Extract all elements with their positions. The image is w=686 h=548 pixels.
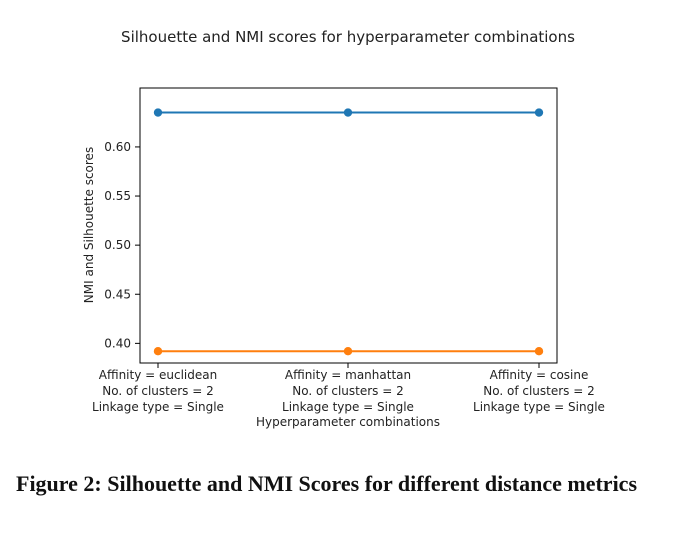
x-tick-label: No. of clusters = 2 bbox=[483, 384, 595, 398]
x-tick-label: Linkage type = Single bbox=[282, 400, 414, 414]
series-2-point bbox=[343, 347, 353, 356]
series-2-point bbox=[153, 347, 163, 356]
x-axis-label: Hyperparameter combinations bbox=[256, 415, 440, 429]
series-2-point bbox=[534, 347, 544, 356]
plot-frame bbox=[139, 87, 558, 364]
x-tick-label: No. of clusters = 2 bbox=[292, 384, 404, 398]
x-tick-label: Affinity = manhattan bbox=[285, 368, 411, 382]
y-axis: 0.40 0.45 0.50 0.55 0.60 bbox=[104, 140, 140, 350]
y-tick-label: 0.45 bbox=[104, 287, 131, 301]
y-tick-label: 0.50 bbox=[104, 238, 131, 252]
figure-caption: Figure 2: Silhouette and NMI Scores for … bbox=[16, 471, 638, 496]
x-tick-label: Linkage type = Single bbox=[473, 400, 605, 414]
y-tick-label: 0.55 bbox=[104, 189, 131, 203]
y-axis-label: NMI and Silhouette scores bbox=[82, 147, 96, 303]
x-tick-label: Linkage type = Single bbox=[92, 400, 224, 414]
series-layer bbox=[153, 108, 544, 356]
x-axis: Affinity = euclidean No. of clusters = 2 L… bbox=[92, 363, 605, 414]
y-tick-label: 0.40 bbox=[104, 336, 131, 350]
y-tick-label: 0.60 bbox=[104, 140, 131, 154]
x-tick-label: Affinity = euclidean bbox=[99, 368, 217, 382]
chart-title: Silhouette and NMI scores for hyperparam… bbox=[121, 28, 575, 46]
series-1-point bbox=[534, 108, 544, 117]
x-tick-label: Affinity = cosine bbox=[490, 368, 589, 382]
series-1-point bbox=[153, 108, 163, 117]
series-1-point bbox=[343, 108, 353, 117]
x-tick-label: No. of clusters = 2 bbox=[102, 384, 214, 398]
chart: Silhouette and NMI scores for hyperparam… bbox=[82, 28, 605, 429]
